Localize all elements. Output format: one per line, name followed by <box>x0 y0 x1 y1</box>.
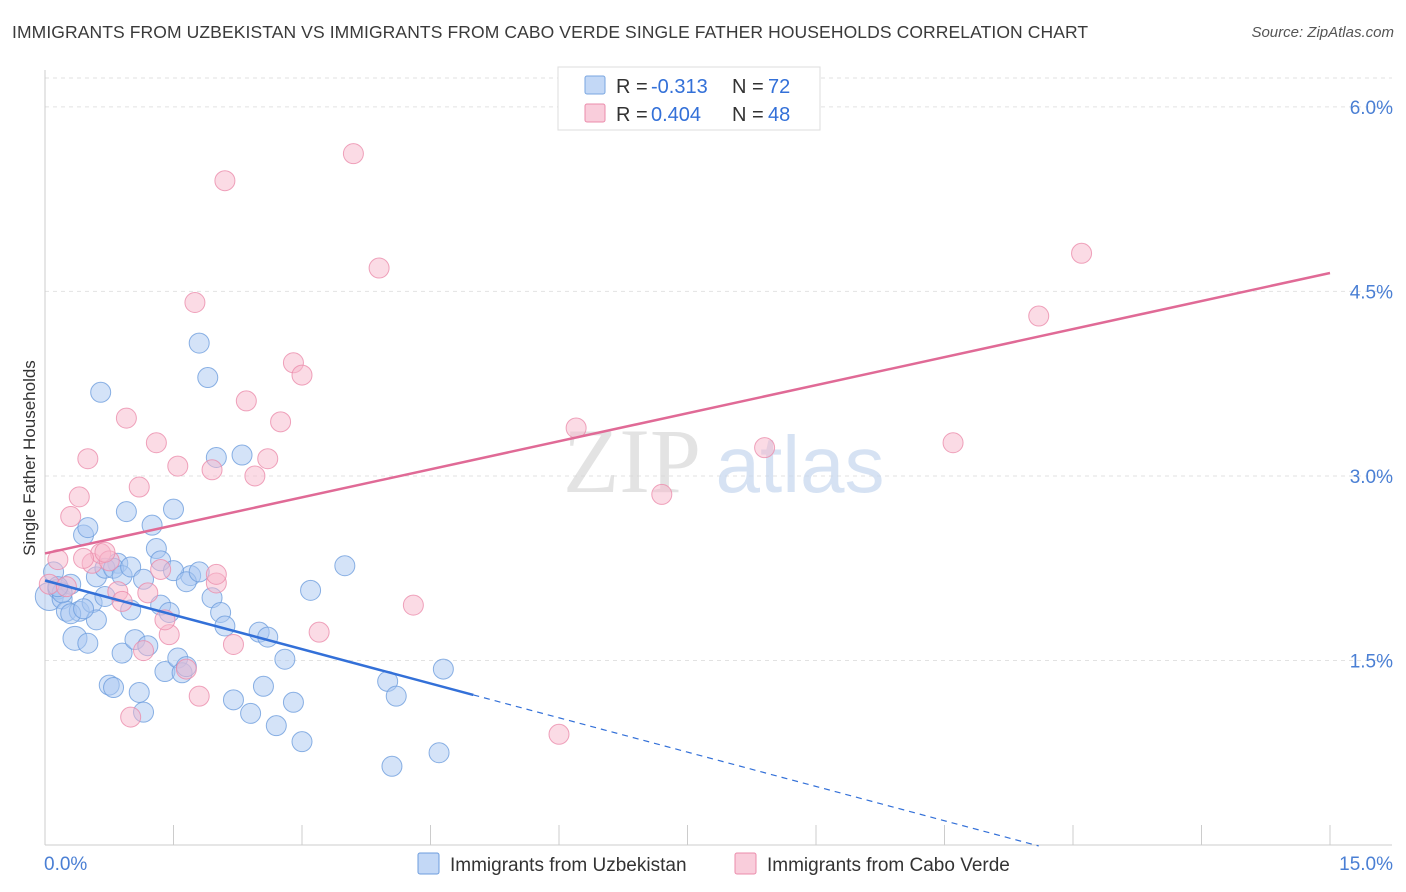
point-series1-27 <box>270 411 292 433</box>
point-series1-39 <box>1028 305 1050 327</box>
point-series1-31 <box>342 143 364 165</box>
y-tick-label-0: 1.5% <box>1350 651 1393 672</box>
point-series1-43 <box>94 541 116 563</box>
point-series1-45 <box>137 582 159 604</box>
point-series1-33 <box>402 594 424 616</box>
legend-swatch-uzbekistan <box>584 75 606 95</box>
point-series1-16 <box>167 455 189 477</box>
legend-n-label-1: N = <box>732 104 764 126</box>
point-series1-4 <box>77 448 99 470</box>
legend-r-value-0: -0.313 <box>651 76 708 98</box>
point-series0-21 <box>128 681 150 703</box>
point-series1-38 <box>942 432 964 454</box>
point-series0-44 <box>252 675 274 697</box>
trend-lines <box>44 271 1331 847</box>
point-series1-10 <box>120 706 142 728</box>
point-series1-37 <box>754 437 776 459</box>
scatter-points <box>34 143 1093 777</box>
point-series1-22 <box>214 170 236 192</box>
legend-n-label-0: N = <box>732 76 764 98</box>
point-series0-59 <box>73 598 95 620</box>
point-series1-12 <box>133 640 155 662</box>
point-series1-26 <box>257 448 279 470</box>
x-tick-label-0: 0.0% <box>44 854 87 875</box>
point-series1-3 <box>68 486 90 508</box>
point-series0-34 <box>188 332 210 354</box>
y-tick-label-3: 6.0% <box>1350 98 1393 119</box>
legend-swatch-caboverde <box>584 103 606 123</box>
point-series0-15 <box>103 677 125 699</box>
legend-bottom-label-uzbekistan: Immigrants from Uzbekistan <box>450 855 687 876</box>
point-series0-53 <box>381 755 403 777</box>
point-series0-12 <box>90 381 112 403</box>
point-series0-35 <box>197 367 219 389</box>
legend-r-label-0: R = <box>616 76 648 98</box>
watermark-atlas: atlas <box>716 420 885 509</box>
legend-bottom-swatch-caboverde <box>734 852 757 875</box>
point-series0-55 <box>428 742 450 764</box>
series-legend: Immigrants from Uzbekistan Immigrants fr… <box>417 852 1010 876</box>
point-series1-19 <box>188 685 210 707</box>
point-series0-29 <box>163 498 184 520</box>
point-series0-42 <box>240 702 262 724</box>
trend-line-extension-series0 <box>473 694 1039 847</box>
legend-r-label-1: R = <box>616 104 648 126</box>
point-series1-13 <box>145 432 167 454</box>
point-series1-14 <box>150 558 172 580</box>
point-series1-9 <box>115 407 137 429</box>
point-series0-40 <box>222 689 244 711</box>
point-series1-36 <box>651 483 673 505</box>
y-axis-label: Single Father Households <box>20 360 39 556</box>
point-series1-17 <box>175 658 197 680</box>
point-series1-29 <box>291 364 313 386</box>
point-series0-17 <box>111 642 133 664</box>
point-series1-42 <box>73 547 95 569</box>
point-series0-41 <box>231 444 253 466</box>
y-tick-label-2: 4.5% <box>1350 282 1393 303</box>
point-series1-47 <box>205 563 227 585</box>
legend-bottom-swatch-uzbekistan <box>417 852 440 875</box>
watermark: ZIP atlas <box>563 410 884 512</box>
point-series0-49 <box>291 731 313 753</box>
grid-lines <box>45 77 1392 661</box>
legend-n-value-1: 48 <box>768 104 790 126</box>
correlation-legend: R = -0.313 N = 72 R = 0.404 N = 48 <box>557 66 821 131</box>
point-series1-20 <box>201 459 223 481</box>
point-series0-46 <box>265 715 287 737</box>
point-series0-56 <box>432 658 454 680</box>
point-series0-50 <box>300 579 322 601</box>
legend-r-value-1: 0.404 <box>651 104 701 126</box>
point-series1-23 <box>222 633 244 655</box>
point-series0-9 <box>77 632 99 654</box>
point-series0-18 <box>115 501 137 523</box>
point-series1-24 <box>235 390 257 412</box>
point-series0-48 <box>282 691 304 713</box>
point-series1-40 <box>1071 242 1093 264</box>
point-series1-32 <box>368 257 390 279</box>
source-label: Source: ZipAtlas.com <box>1251 24 1394 41</box>
point-series0-54 <box>385 685 407 707</box>
y-tick-label-1: 3.0% <box>1350 467 1393 488</box>
x-tick-label-1: 15.0% <box>1339 854 1393 875</box>
point-series1-34 <box>548 723 570 745</box>
point-series0-65 <box>120 556 142 578</box>
point-series1-18 <box>184 292 206 313</box>
point-series1-11 <box>128 476 150 498</box>
point-series0-60 <box>77 517 99 539</box>
point-series1-30 <box>308 621 330 643</box>
legend-n-value-0: 72 <box>768 76 790 98</box>
trend-line-series1 <box>44 271 1331 555</box>
legend-bottom-label-caboverde: Immigrants from Cabo Verde <box>767 855 1010 876</box>
chart-title: IMMIGRANTS FROM UZBEKISTAN VS IMMIGRANTS… <box>12 22 1089 42</box>
point-series1-25 <box>244 465 266 487</box>
point-series1-2 <box>60 506 82 528</box>
point-series0-51 <box>334 555 356 577</box>
axes <box>44 70 1392 846</box>
point-series0-47 <box>274 648 296 670</box>
trend-line-series0 <box>44 579 474 697</box>
tick-labels: 1.5% 3.0% 4.5% 6.0% 0.0% 15.0% <box>44 98 1393 875</box>
